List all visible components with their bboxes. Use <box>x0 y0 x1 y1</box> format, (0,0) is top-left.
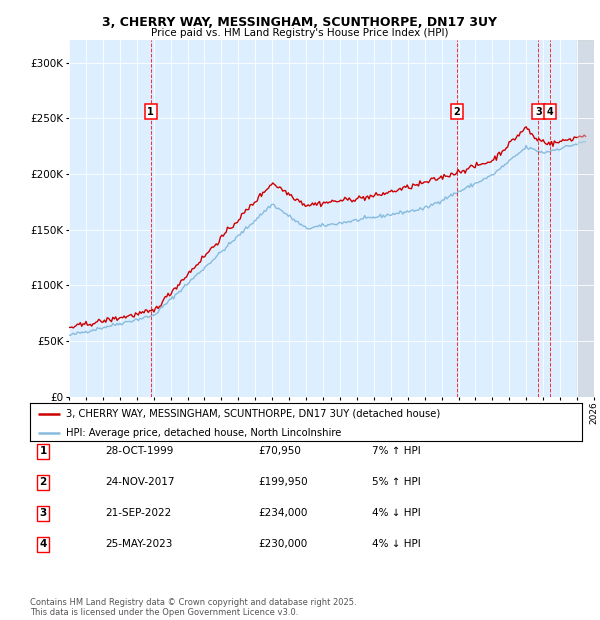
Text: 3: 3 <box>535 107 542 117</box>
Text: This data is licensed under the Open Government Licence v3.0.: This data is licensed under the Open Gov… <box>30 608 298 617</box>
Text: 24-NOV-2017: 24-NOV-2017 <box>105 477 175 487</box>
Text: 1: 1 <box>40 446 47 456</box>
Text: HPI: Average price, detached house, North Lincolnshire: HPI: Average price, detached house, Nort… <box>66 428 341 438</box>
Text: 28-OCT-1999: 28-OCT-1999 <box>105 446 173 456</box>
Text: 2: 2 <box>40 477 47 487</box>
Text: 3, CHERRY WAY, MESSINGHAM, SCUNTHORPE, DN17 3UY: 3, CHERRY WAY, MESSINGHAM, SCUNTHORPE, D… <box>103 16 497 29</box>
Text: 4: 4 <box>547 107 553 117</box>
Text: £234,000: £234,000 <box>258 508 307 518</box>
Text: 25-MAY-2023: 25-MAY-2023 <box>105 539 172 549</box>
Text: 7% ↑ HPI: 7% ↑ HPI <box>372 446 421 456</box>
Text: 4% ↓ HPI: 4% ↓ HPI <box>372 508 421 518</box>
Text: 2: 2 <box>454 107 460 117</box>
Text: 21-SEP-2022: 21-SEP-2022 <box>105 508 171 518</box>
Text: 3: 3 <box>40 508 47 518</box>
Text: £70,950: £70,950 <box>258 446 301 456</box>
Text: Price paid vs. HM Land Registry's House Price Index (HPI): Price paid vs. HM Land Registry's House … <box>151 28 449 38</box>
Bar <box>577 40 594 397</box>
Text: £199,950: £199,950 <box>258 477 308 487</box>
Text: £230,000: £230,000 <box>258 539 307 549</box>
Text: 1: 1 <box>148 107 154 117</box>
Text: 4% ↓ HPI: 4% ↓ HPI <box>372 539 421 549</box>
Text: Contains HM Land Registry data © Crown copyright and database right 2025.: Contains HM Land Registry data © Crown c… <box>30 598 356 607</box>
Text: 3, CHERRY WAY, MESSINGHAM, SCUNTHORPE, DN17 3UY (detached house): 3, CHERRY WAY, MESSINGHAM, SCUNTHORPE, D… <box>66 409 440 419</box>
Text: 5% ↑ HPI: 5% ↑ HPI <box>372 477 421 487</box>
Text: 4: 4 <box>40 539 47 549</box>
